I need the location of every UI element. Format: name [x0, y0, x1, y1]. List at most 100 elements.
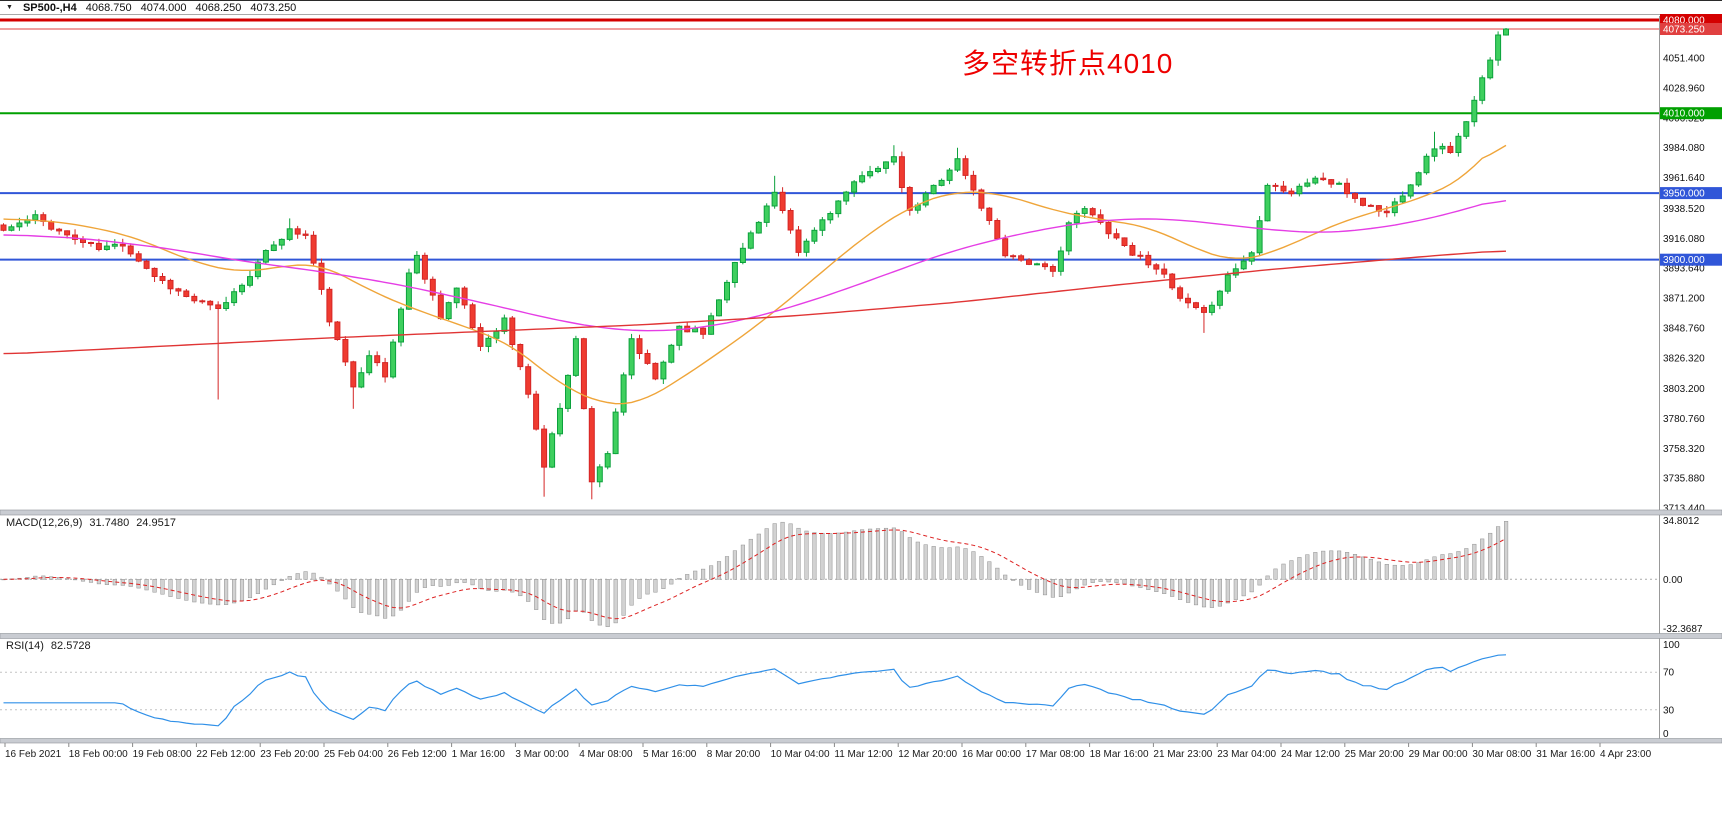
macd-histogram-bar	[351, 579, 356, 608]
macd-histogram-bar	[1360, 556, 1366, 580]
macd-axis-min: -32.3687	[1663, 624, 1703, 635]
macd-histogram-bar	[1225, 579, 1230, 604]
bull-candle	[1073, 212, 1080, 224]
bull-candle	[1057, 250, 1064, 272]
bear-candle	[1042, 263, 1048, 268]
time-axis[interactable]: 16 Feb 2021 18 Feb 00:00 19 Feb 08:00 22 Fe…	[0, 743, 1660, 763]
macd-histogram-bar	[1233, 579, 1238, 600]
macd-histogram-bar	[557, 579, 563, 624]
macd-histogram-bar	[971, 551, 976, 580]
rsi-axis-label: 70	[1663, 668, 1675, 679]
macd-histogram-bar	[597, 579, 602, 626]
macd-histogram-bar	[1146, 579, 1151, 590]
collapse-chart-icon[interactable]: ▼	[6, 4, 13, 11]
macd-histogram-bar	[239, 579, 245, 602]
macd-histogram-bar	[1257, 579, 1262, 586]
macd-histogram-bar	[1027, 579, 1032, 590]
time-label: 5 Mar 16:00	[643, 749, 697, 760]
bull-candle	[453, 287, 460, 304]
price-tick: 3893.640	[1663, 264, 1705, 275]
rsi-axis-label: 0	[1663, 729, 1669, 740]
macd-histogram-bar	[605, 579, 610, 627]
bear-candle	[119, 243, 126, 247]
macd-histogram-bar	[1201, 579, 1207, 608]
macd-histogram-bar	[716, 561, 722, 580]
macd-histogram-bar	[1456, 551, 1461, 580]
macd-histogram-bar	[756, 533, 761, 580]
macd-histogram-bar	[216, 579, 221, 606]
time-label: 4 Apr 23:00	[1600, 749, 1652, 760]
bull-candle	[803, 240, 810, 253]
bull-candle	[1208, 304, 1215, 313]
macd-histogram-bar	[1019, 579, 1024, 586]
bull-candle	[930, 184, 937, 195]
time-label: 26 Feb 12:00	[387, 749, 447, 760]
price-tag-current-price	[1660, 23, 1722, 35]
bear-candle	[517, 344, 524, 368]
time-label: 4 Mar 08:00	[579, 749, 633, 760]
bear-candle	[135, 253, 142, 262]
bear-candle	[1129, 245, 1136, 256]
price-tag-pivot-4010	[1660, 107, 1722, 120]
price-tick: 3780.760	[1663, 414, 1705, 425]
time-label: 31 Mar 16:00	[1536, 749, 1596, 760]
macd-histogram-bar	[406, 579, 411, 602]
macd-histogram-bar	[136, 579, 141, 589]
macd-histogram-bar	[144, 579, 149, 591]
macd-histogram-bar	[1082, 579, 1087, 586]
macd-histogram-bar	[263, 579, 268, 590]
bear-candle	[1320, 177, 1327, 181]
bear-candle	[56, 228, 63, 232]
time-label: 23 Feb 20:00	[260, 749, 320, 760]
macd-histogram-bar	[907, 537, 912, 580]
macd-histogram-bar	[653, 579, 658, 593]
bear-candle	[1360, 197, 1366, 206]
ohlc-close: 4073.250	[250, 1, 297, 14]
bear-candle	[636, 338, 643, 355]
time-label: 17 Mar 08:00	[1025, 749, 1085, 760]
price-tag-label: 4010.000	[1663, 109, 1705, 120]
bear-candle	[986, 207, 993, 221]
macd-histogram-bar	[677, 578, 682, 580]
bear-candle	[143, 260, 150, 269]
price-tick: 3916.080	[1663, 234, 1705, 245]
macd-histogram-bar	[1408, 564, 1413, 580]
time-label: 21 Mar 23:00	[1153, 749, 1213, 760]
bear-candle	[1145, 254, 1152, 266]
macd-histogram-bar	[526, 579, 531, 602]
panel-divider[interactable]	[0, 633, 1722, 639]
bear-candle	[382, 362, 389, 378]
macd-histogram-bar	[788, 523, 793, 580]
bull-candle	[1415, 172, 1422, 186]
bull-candle	[875, 167, 881, 172]
macd-histogram-bar	[1329, 550, 1334, 580]
macd-histogram-bar	[279, 579, 284, 581]
macd-histogram-bar	[868, 528, 873, 580]
time-label: 18 Feb 00:00	[68, 749, 128, 760]
time-label: 22 Feb 12:00	[196, 749, 256, 760]
macd-histogram-bar	[398, 579, 404, 611]
macd-histogram-bar	[661, 579, 666, 589]
bear-candle	[1185, 297, 1191, 304]
time-label: 25 Mar 20:00	[1344, 749, 1404, 760]
bull-candle	[731, 262, 738, 283]
macd-histogram-bar	[1209, 579, 1214, 608]
bull-candle	[557, 407, 563, 435]
bear-candle	[1383, 210, 1390, 214]
macd-histogram-bar	[1178, 579, 1183, 600]
price-tick: 3803.200	[1663, 384, 1705, 395]
bull-candle	[231, 291, 238, 304]
macd-header: MACD(12,26,9) 31.7480 24.9517	[6, 517, 176, 529]
macd-histogram-bar	[693, 570, 698, 580]
time-label: 18 Mar 16:00	[1089, 749, 1149, 760]
bull-candle	[890, 156, 897, 163]
bull-candle	[628, 338, 635, 376]
macd-histogram-bar	[1011, 579, 1016, 581]
bull-candle	[660, 361, 667, 380]
macd-histogram-bar	[534, 579, 539, 610]
bear-candle	[421, 254, 428, 280]
panel-divider[interactable]	[0, 738, 1722, 744]
pivot-annotation: 多空转折点4010	[962, 48, 1174, 79]
panel-divider[interactable]	[0, 509, 1722, 516]
